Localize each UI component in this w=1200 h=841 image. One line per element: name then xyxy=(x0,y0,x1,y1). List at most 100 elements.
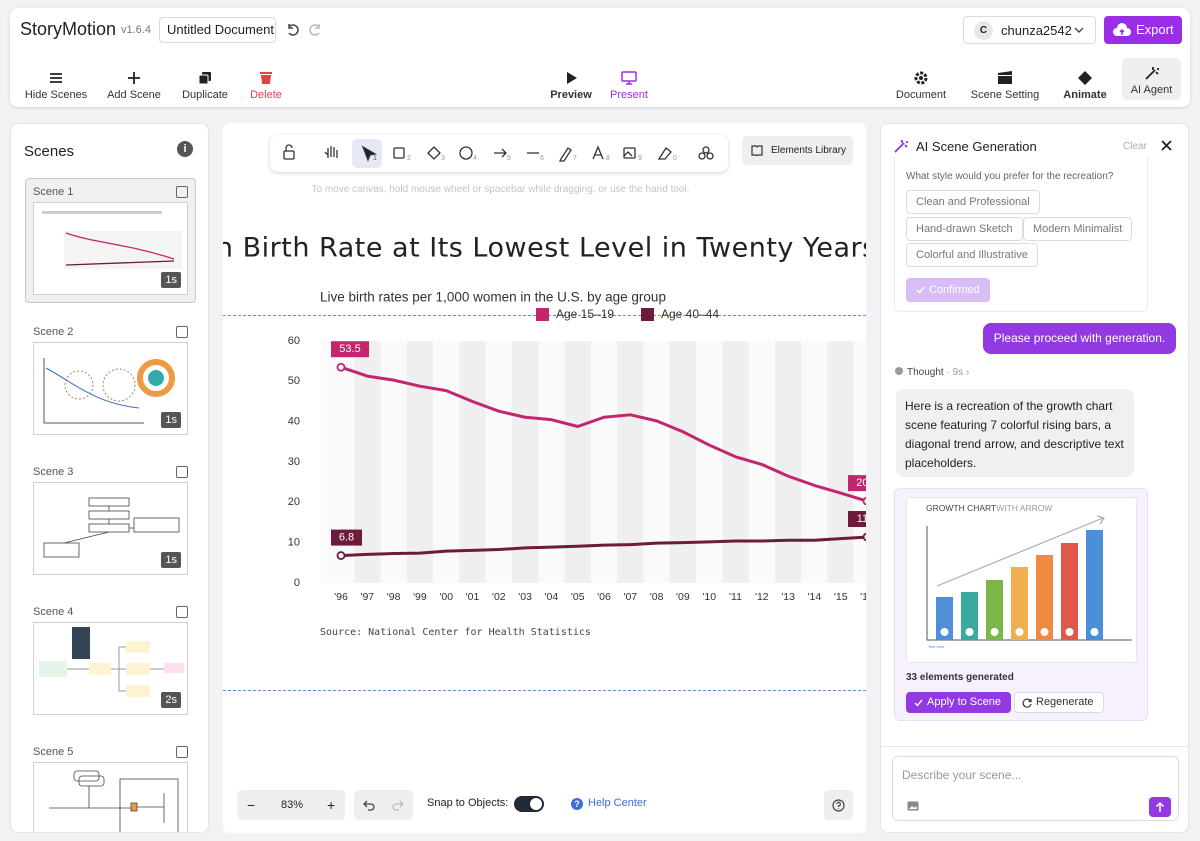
ai-title: AI Scene Generation xyxy=(916,139,1037,154)
redo[interactable] xyxy=(392,799,404,811)
option[interactable]: Hand-drawn Sketch xyxy=(906,217,1023,241)
version: v1.6.4 xyxy=(121,24,151,36)
scene-thumbnail[interactable]: 1s xyxy=(33,762,188,832)
option[interactable]: Colorful and Illustrative xyxy=(906,243,1038,267)
zoom-out[interactable]: − xyxy=(247,797,256,813)
column-band xyxy=(774,341,802,583)
chart-title: Teen Birth Rate at Its Lowest Level in T… xyxy=(223,233,866,264)
help-icon: ? xyxy=(571,798,583,810)
ai-icon xyxy=(894,140,908,153)
scenes-title: Scenes xyxy=(24,143,75,160)
tool-label: Scene Setting xyxy=(970,89,1040,101)
canvas[interactable]: Teen Birth Rate at Its Lowest Level in T… xyxy=(223,123,866,833)
snap-label: Snap to Objects: xyxy=(427,797,509,809)
help-center[interactable]: Help Center xyxy=(588,797,647,809)
history-control xyxy=(354,790,413,820)
x-tick-label: '99 xyxy=(413,591,427,603)
image-button[interactable] xyxy=(907,801,919,811)
close-button[interactable] xyxy=(1161,140,1172,151)
tool-key: 3 xyxy=(441,155,445,162)
undo[interactable] xyxy=(286,23,300,37)
option[interactable]: Clean and Professional xyxy=(906,190,1040,214)
elements-library[interactable]: Elements Library xyxy=(742,136,853,165)
undo[interactable] xyxy=(363,799,375,811)
thought-toggle[interactable]: Thought · 9s › xyxy=(895,367,969,378)
x-tick-label: '01 xyxy=(466,591,480,603)
tool-hide-scenes[interactable]: Hide Scenes xyxy=(14,66,98,101)
zoom-in[interactable]: + xyxy=(327,797,336,813)
checkbox[interactable] xyxy=(176,466,188,478)
export-button[interactable]: Export xyxy=(1104,16,1182,44)
x-tick-label: '96 xyxy=(334,591,348,603)
confirmed-button: Confirmed xyxy=(906,278,990,302)
regenerate-button[interactable]: Regenerate xyxy=(1014,692,1104,713)
scene-thumbnail[interactable]: 2s xyxy=(33,622,188,715)
column-band xyxy=(406,341,434,583)
tool-delete[interactable]: Delete xyxy=(224,66,308,101)
tool-document[interactable]: Document xyxy=(879,66,963,101)
y-tick-label: 20 xyxy=(288,496,300,508)
tool-ai-agent[interactable]: AI Agent xyxy=(1122,58,1181,100)
scene-duration: 1s xyxy=(161,272,181,288)
thought-label: Thought xyxy=(907,367,944,378)
column-band xyxy=(459,341,486,583)
preview-caption: Text here xyxy=(928,644,945,649)
scene-duration: 1s xyxy=(161,412,181,428)
user-menu[interactable]: C chunza2542 xyxy=(963,16,1096,44)
checkbox[interactable] xyxy=(176,326,188,338)
check-icon xyxy=(916,286,925,294)
x-tick-label: '15 xyxy=(834,591,848,603)
help-button[interactable] xyxy=(824,790,853,820)
tool-add-scene[interactable]: Add Scene xyxy=(92,66,176,101)
x-tick-label: '11 xyxy=(729,591,742,603)
data-label: 53.5 xyxy=(339,343,360,355)
snap-toggle[interactable] xyxy=(514,796,544,812)
x-tick-label: '03 xyxy=(518,591,532,603)
end-marker xyxy=(862,496,866,506)
tool-preview[interactable]: Preview xyxy=(529,66,613,101)
x-tick-label: '16 xyxy=(860,591,866,603)
data-label: 6.8 xyxy=(339,531,354,543)
scene-item[interactable]: Scene 3 1s xyxy=(11,458,208,588)
preview-title-sub: WITH ARROW xyxy=(996,503,1053,513)
info-icon[interactable]: i xyxy=(177,141,193,157)
scene-thumbnail[interactable]: 1s xyxy=(33,202,188,295)
checkbox[interactable] xyxy=(176,186,188,198)
tool-scene-setting[interactable]: Scene Setting xyxy=(963,66,1047,101)
scene-item[interactable]: Scene 1 1s xyxy=(11,178,208,308)
tool-label: Delete xyxy=(250,89,282,101)
column-band xyxy=(564,341,591,583)
end-marker xyxy=(336,551,346,560)
scene-item[interactable]: Scene 4 2s xyxy=(11,598,208,728)
clear-button[interactable]: Clear xyxy=(1123,141,1147,152)
tool-animate[interactable]: Animate xyxy=(1043,66,1127,101)
y-tick-label: 0 xyxy=(294,577,300,589)
thumbnail-art xyxy=(49,770,179,832)
preview-art xyxy=(926,515,1132,641)
series-line xyxy=(340,535,866,558)
x-tick-label: '12 xyxy=(755,591,769,603)
scene-thumbnail[interactable]: 1s xyxy=(33,482,188,575)
redo[interactable] xyxy=(308,23,322,37)
prompt-input[interactable]: Describe your scene... xyxy=(892,756,1179,821)
column-band xyxy=(669,341,697,583)
send-button[interactable] xyxy=(1149,797,1171,817)
tool-label: AI Agent xyxy=(1130,84,1173,96)
check-icon xyxy=(914,699,923,707)
scene-item[interactable]: Scene 2 1s xyxy=(11,318,208,448)
tool-label: Hide Scenes xyxy=(24,89,88,101)
scene-thumbnail[interactable]: 1s xyxy=(33,342,188,435)
tool-duplicate[interactable]: Duplicate xyxy=(163,66,247,101)
scene-label: Scene 3 xyxy=(33,466,74,478)
x-tick-label: '98 xyxy=(387,591,401,603)
chart-subtitle: Live birth rates per 1,000 women in the … xyxy=(320,290,666,305)
option[interactable]: Modern Minimalist xyxy=(1023,217,1133,241)
tool-present[interactable]: Present xyxy=(587,66,671,101)
end-marker xyxy=(862,532,866,542)
apply-button[interactable]: Apply to Scene xyxy=(906,692,1011,713)
checkbox[interactable] xyxy=(176,606,188,618)
document-name[interactable]: Untitled Document xyxy=(159,17,276,43)
preview-title: GROWTH CHARTWITH ARROW xyxy=(926,503,1052,513)
scene-item[interactable]: Scene 5 1s xyxy=(11,738,208,832)
checkbox[interactable] xyxy=(176,746,188,758)
